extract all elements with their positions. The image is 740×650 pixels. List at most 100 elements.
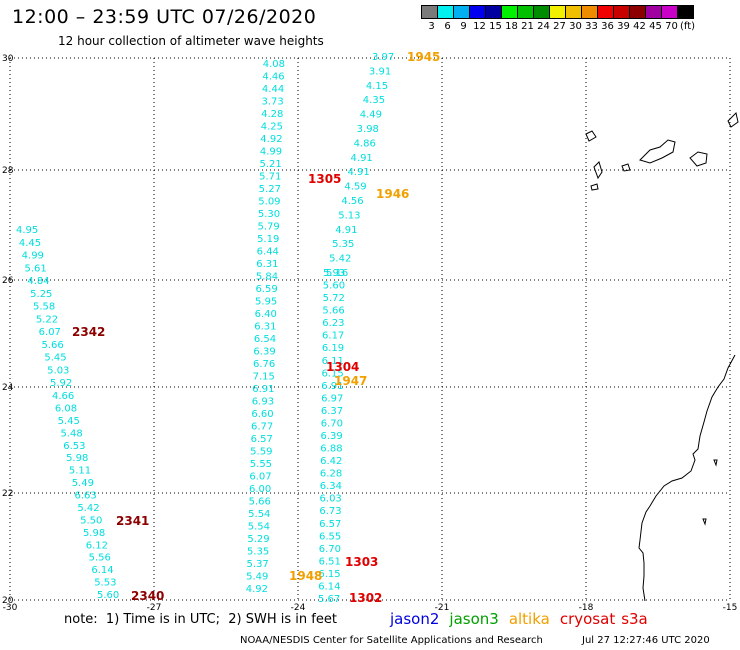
footer-note: note: 1) Time is in UTC; 2) SWH is in fe… <box>64 612 337 627</box>
longitude-label: -30 <box>3 603 18 613</box>
pass-time-label: 2342 <box>72 325 105 339</box>
wave-height-value: 5.84 <box>256 272 278 283</box>
wave-height-value: 7.15 <box>253 372 275 383</box>
color-scale-label: 30 <box>569 21 582 32</box>
color-scale-label: 70 <box>665 21 678 32</box>
small-island <box>713 459 718 467</box>
wave-height-value: 4.49 <box>360 110 382 121</box>
wave-height-value: 4.45 <box>19 238 41 249</box>
wave-height-value: 6.31 <box>254 322 276 333</box>
canary-island-lanzarote <box>727 112 739 128</box>
color-scale-label: 12 <box>473 21 486 32</box>
wave-height-value: 4.92 <box>260 134 282 145</box>
wave-height-value: 6.70 <box>319 544 341 555</box>
wave-height-value: 5.54 <box>248 522 270 533</box>
canary-island-la-palma <box>593 161 603 180</box>
wave-height-value: 6.17 <box>322 331 344 342</box>
wave-height-value: 4.95 <box>16 225 38 236</box>
wave-height-value: 3.91 <box>369 66 391 77</box>
wave-height-value: 4.08 <box>263 59 285 70</box>
wave-height-value: 3.98 <box>357 124 379 135</box>
canary-island-hierro <box>590 183 599 191</box>
wave-height-value: 6.44 <box>257 247 279 258</box>
pass-time-label: 1948 <box>289 569 322 583</box>
color-scale-label: 3 <box>428 21 435 32</box>
wave-height-value: 6.14 <box>91 565 113 576</box>
wave-height-value: 6.93 <box>252 397 274 408</box>
wave-height-value: 3.97 <box>372 52 394 63</box>
wave-height-value: 5.22 <box>36 314 58 325</box>
wave-height-value: 5.55 <box>250 459 272 470</box>
wave-height-value: 6.97 <box>321 393 343 404</box>
wave-height-value: 6.39 <box>253 347 275 358</box>
wave-height-value: 6.39 <box>321 431 343 442</box>
wave-height-value: 3.73 <box>262 97 284 108</box>
wave-height-value: 4.91 <box>347 167 369 178</box>
wave-height-value: 6.15 <box>321 368 343 379</box>
wave-height-value: 4.66 <box>52 391 74 402</box>
wave-height-value: 5.71 <box>259 172 281 183</box>
wave-height-value: 5.45 <box>44 353 66 364</box>
pass-time-label: 1305 <box>308 172 341 186</box>
color-scale-label: (ft) <box>679 21 696 32</box>
wave-height-value: 4.92 <box>246 584 268 595</box>
wave-height-value: 6.51 <box>319 556 341 567</box>
color-scale-label: 24 <box>537 21 550 32</box>
wave-height-value: 6.73 <box>319 506 341 517</box>
pass-time-label: 1304 <box>326 360 359 374</box>
wave-height-value: 5.48 <box>60 428 82 439</box>
wave-height-value: 5.54 <box>248 509 270 520</box>
longitude-label: -24 <box>291 603 306 613</box>
longitude-label: -21 <box>435 603 450 613</box>
wave-height-value: 6.57 <box>251 434 273 445</box>
color-scale-label: 9 <box>460 21 467 32</box>
wave-height-value: 4.15 <box>366 81 388 92</box>
wave-height-value: 6.23 <box>322 318 344 329</box>
longitude-label: -27 <box>147 603 162 613</box>
wave-height-value: 6.12 <box>86 540 108 551</box>
wave-height-value: 5.09 <box>258 197 280 208</box>
wave-height-value: 6.00 <box>249 484 271 495</box>
wave-height-value: 6.31 <box>256 259 278 270</box>
coastline <box>585 112 739 602</box>
wave-height-value: 4.44 <box>262 84 284 95</box>
wave-height-value: 5.30 <box>258 209 280 220</box>
wave-height-value: 4.35 <box>363 95 385 106</box>
pass-time-label: 1947 <box>334 374 367 388</box>
wave-height-value: 6.57 <box>319 519 341 530</box>
wave-height-value: 5.66 <box>322 306 344 317</box>
wave-height-value: 6.88 <box>320 444 342 455</box>
wave-height-value: 6.07 <box>249 472 271 483</box>
canary-island-gomera <box>621 163 631 172</box>
wave-height-value: 5.25 <box>30 289 52 300</box>
wave-height-value: 5.37 <box>247 559 269 570</box>
wave-height-value: 5.42 <box>77 503 99 514</box>
color-scale-label: 27 <box>553 21 566 32</box>
wave-height-value: 5.03 <box>47 365 69 376</box>
wave-height-value: 5.66 <box>42 340 64 351</box>
legend-item-s3a: s3a <box>621 610 648 628</box>
satellite-legend: jason2 jason3 altika cryosat s3a <box>390 610 658 628</box>
wave-height-value: 5.66 <box>249 497 271 508</box>
wave-height-value: 6.59 <box>255 284 277 295</box>
wave-height-value: 4.25 <box>261 122 283 133</box>
wave-height-value: 6.07 <box>39 327 61 338</box>
longitude-label: -18 <box>579 603 594 613</box>
pass-time-label: 1946 <box>376 187 409 201</box>
wave-height-value: 5.27 <box>259 184 281 195</box>
color-scale-label: 42 <box>633 21 646 32</box>
wave-height-value: 6.53 <box>63 441 85 452</box>
wave-height-value: 6.28 <box>320 469 342 480</box>
wave-height-value: 5.58 <box>33 302 55 313</box>
wave-height-value: 5.29 <box>247 534 269 545</box>
wave-height-value: 4.99 <box>22 251 44 262</box>
wave-height-value: 6.34 <box>320 481 342 492</box>
wave-height-value: 5.49 <box>246 572 268 583</box>
wave-height-value: 6.77 <box>251 422 273 433</box>
wave-height-value: 4.86 <box>354 138 376 149</box>
wave-height-value: 6.60 <box>251 409 273 420</box>
wave-height-value: 5.11 <box>69 466 91 477</box>
wave-height-value: 6.63 <box>75 491 97 502</box>
color-scale-label: 21 <box>521 21 534 32</box>
